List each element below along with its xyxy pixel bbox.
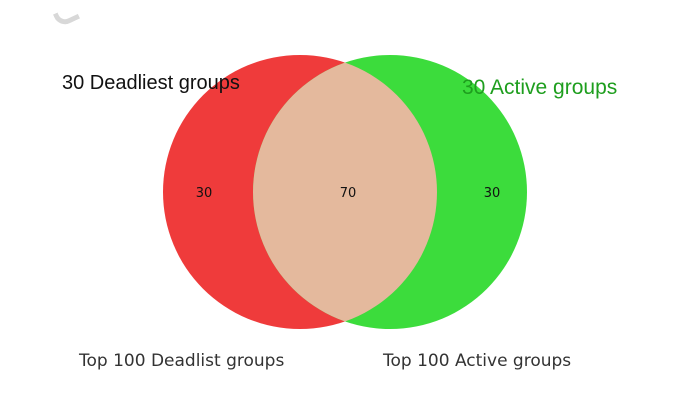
set-a-label: Top 100 Deadlist groups: [79, 351, 285, 371]
region-intersection: 70: [340, 186, 357, 201]
region-left-only: 30: [196, 186, 213, 201]
set-a-annotation: 30 Deadliest groups: [62, 72, 240, 94]
set-b-annotation: 30 Active groups: [462, 76, 618, 99]
region-right-only: 30: [484, 186, 501, 201]
intersection-region: [253, 55, 437, 329]
set-b-label: Top 100 Active groups: [383, 351, 572, 371]
